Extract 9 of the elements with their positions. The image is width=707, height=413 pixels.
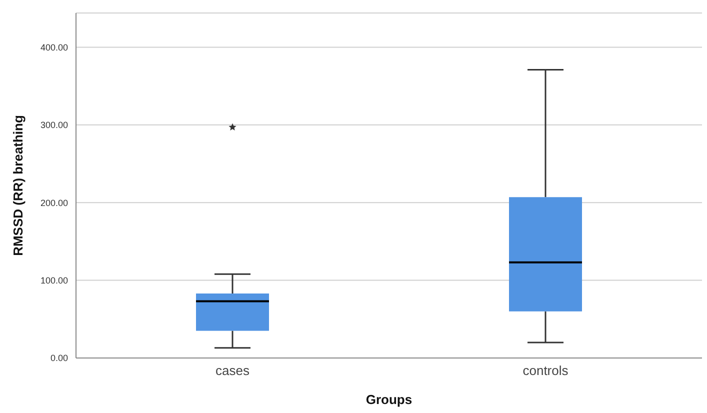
y-tick-label: 300.00 xyxy=(40,120,68,130)
x-tick-label: controls xyxy=(522,363,569,378)
y-tick-label: 0.00 xyxy=(50,353,68,364)
y-axis-title: RMSSD (RR) breathing xyxy=(10,115,26,256)
y-tick-label: 100.00 xyxy=(40,275,68,286)
x-tick-label: cases xyxy=(216,363,250,378)
y-tick-label: 200.00 xyxy=(40,198,68,208)
x-axis-title: Groups xyxy=(366,392,412,407)
y-tick-label: 400.00 xyxy=(40,42,68,52)
